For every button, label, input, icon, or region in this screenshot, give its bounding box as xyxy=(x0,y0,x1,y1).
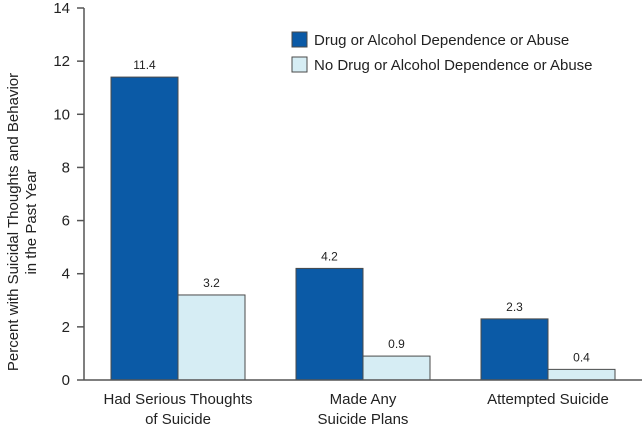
x-category-label: Suicide Plans xyxy=(318,411,409,428)
data-label: 0.9 xyxy=(388,337,405,351)
y-tick-label: 0 xyxy=(62,372,70,389)
y-tick-label: 8 xyxy=(62,159,70,176)
bar-series-1-category-1 xyxy=(110,76,179,381)
bar-series-2-category-1 xyxy=(177,294,246,381)
legend-label: No Drug or Alcohol Dependence or Abuse xyxy=(314,57,593,74)
x-category-label: Attempted Suicide xyxy=(487,391,609,408)
bar-series-2-category-3 xyxy=(547,368,616,381)
legend-swatch xyxy=(291,31,308,48)
y-axis-ticks: 0 2 4 6 8 10 12 14 xyxy=(53,0,84,389)
x-category-label: Made Any xyxy=(330,391,397,408)
y-axis-title: Percent with Suicidal Thoughts and Behav… xyxy=(5,73,40,371)
data-label: 3.2 xyxy=(203,276,220,290)
axes xyxy=(83,8,642,381)
y-tick-label: 2 xyxy=(62,319,70,336)
y-tick-label: 12 xyxy=(53,53,70,70)
bar-series-1-category-3 xyxy=(480,318,549,381)
x-category-label: Had Serious Thoughts xyxy=(104,391,253,408)
y-tick-label: 14 xyxy=(53,0,70,17)
y-axis-title-line-2: in the Past Year xyxy=(23,169,40,274)
data-label: 2.3 xyxy=(506,300,523,314)
y-axis-title-line-1: Percent with Suicidal Thoughts and Behav… xyxy=(5,73,22,371)
legend: Drug or Alcohol Dependence or Abuse No Dr… xyxy=(291,31,593,74)
bars xyxy=(110,76,616,381)
y-tick-label: 10 xyxy=(53,106,70,123)
y-tick-label: 4 xyxy=(62,266,70,283)
x-axis-category-labels: Had Serious Thoughts of Suicide Made Any Su… xyxy=(104,391,609,428)
data-labels: 11.4 4.2 2.3 3.2 0.9 0.4 xyxy=(133,58,590,364)
bar-series-1-category-2 xyxy=(295,267,364,381)
x-category-label: of Suicide xyxy=(145,411,211,428)
data-label: 0.4 xyxy=(573,350,590,364)
bar-series-2-category-2 xyxy=(362,355,431,381)
y-tick-label: 6 xyxy=(62,213,70,230)
data-label: 11.4 xyxy=(133,58,156,72)
legend-label: Drug or Alcohol Dependence or Abuse xyxy=(314,32,569,49)
legend-swatch xyxy=(291,56,308,73)
data-label: 4.2 xyxy=(321,249,338,263)
